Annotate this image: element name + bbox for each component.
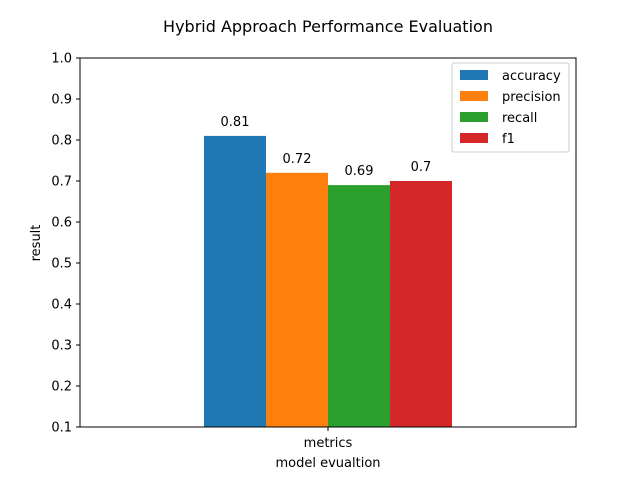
data-label-precision: 0.72 bbox=[283, 152, 312, 167]
y-tick-label: 0.6 bbox=[51, 216, 72, 231]
chart-title: Hybrid Approach Performance Evaluation bbox=[163, 17, 493, 36]
y-tick-label: 0.5 bbox=[51, 257, 72, 272]
bar-precision bbox=[266, 172, 328, 427]
legend: accuracy precision recall f1 bbox=[451, 62, 570, 153]
x-axis-ticks: metrics bbox=[304, 427, 353, 451]
bar-f1 bbox=[390, 181, 452, 427]
x-tick-label: metrics bbox=[304, 436, 353, 451]
legend-label-accuracy: accuracy bbox=[502, 69, 561, 84]
legend-swatch-accuracy bbox=[460, 70, 488, 80]
legend-swatch-f1 bbox=[460, 133, 488, 143]
y-tick-label: 0.3 bbox=[51, 339, 72, 354]
legend-label-recall: recall bbox=[502, 111, 537, 126]
data-label-accuracy: 0.81 bbox=[221, 115, 250, 130]
bars-group bbox=[204, 135, 452, 427]
y-tick-label: 0.1 bbox=[51, 421, 72, 436]
legend-label-f1: f1 bbox=[502, 132, 515, 147]
legend-label-precision: precision bbox=[502, 90, 561, 105]
y-tick-label: 0.8 bbox=[51, 134, 72, 149]
bar-recall bbox=[328, 185, 390, 427]
y-axis-ticks: 0.1 0.2 0.3 0.4 0.5 0.6 0.7 0.8 0.9 1.0 bbox=[51, 52, 80, 436]
y-tick-label: 1.0 bbox=[51, 52, 72, 67]
legend-swatch-recall bbox=[460, 112, 488, 122]
data-labels-group: 0.81 0.72 0.69 0.7 bbox=[221, 115, 432, 179]
y-axis-label: result bbox=[29, 225, 44, 262]
legend-box bbox=[451, 62, 570, 153]
y-tick-label: 0.4 bbox=[51, 298, 72, 313]
bar-accuracy bbox=[204, 135, 266, 427]
y-tick-label: 0.2 bbox=[51, 380, 72, 395]
legend-swatch-precision bbox=[460, 91, 488, 101]
data-label-recall: 0.69 bbox=[345, 164, 374, 179]
y-tick-label: 0.9 bbox=[51, 93, 72, 108]
y-tick-label: 0.7 bbox=[51, 175, 72, 190]
x-axis-label: model evualtion bbox=[275, 456, 380, 471]
data-label-f1: 0.7 bbox=[411, 160, 432, 175]
